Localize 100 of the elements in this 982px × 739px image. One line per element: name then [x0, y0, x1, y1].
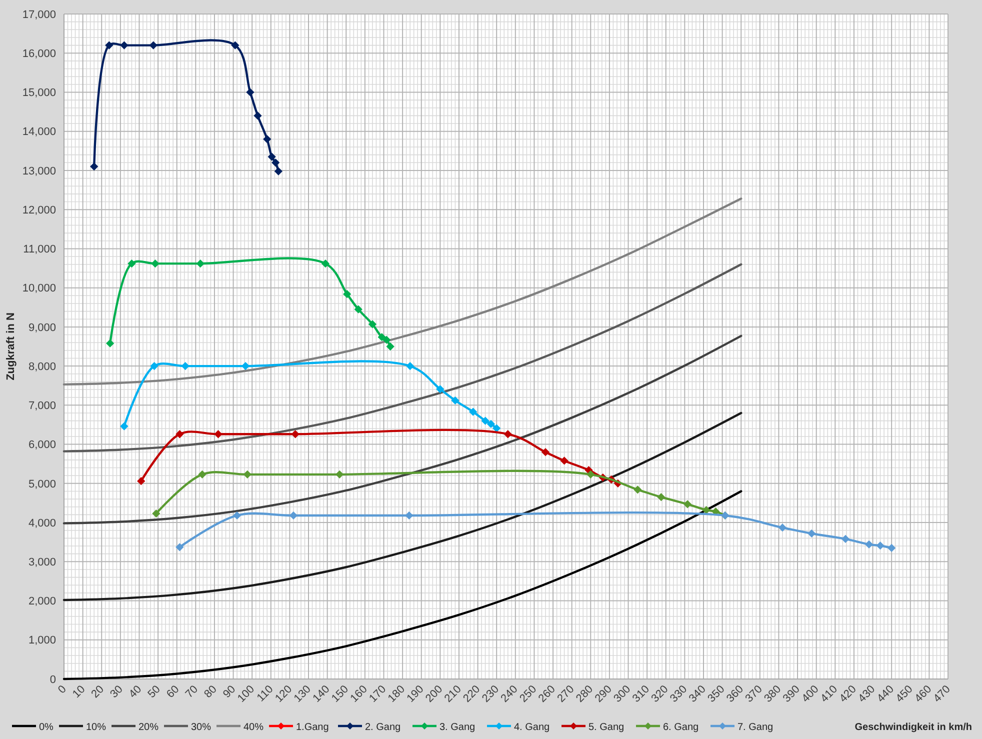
legend-label: 4. Gang: [514, 722, 550, 733]
point: [128, 260, 136, 268]
legend-label: 7. Gang: [738, 722, 774, 733]
point: [657, 493, 666, 502]
point: [481, 416, 490, 425]
point: [137, 477, 146, 485]
point: [386, 342, 394, 350]
x-tick-label: 450: [894, 683, 916, 705]
point: [322, 260, 330, 268]
y-tick-label: 17,000: [22, 8, 56, 21]
point: [702, 506, 710, 514]
y-tick-label: 6,000: [28, 439, 56, 452]
y-tick-label: 16,000: [22, 48, 56, 60]
point: [876, 542, 884, 550]
y-axis-title: Zugkraft in N: [5, 312, 17, 380]
y-tick-label: 9,000: [28, 322, 56, 334]
legend-label: 3. Gang: [440, 722, 476, 733]
point: [354, 305, 362, 314]
point: [378, 333, 386, 342]
point: [336, 470, 344, 478]
legend-label: 1.Gang: [296, 722, 329, 733]
point: [243, 470, 252, 478]
x-tick-label: 150: [330, 683, 351, 705]
legend-label: 5. Gang: [588, 722, 624, 733]
x-tick-label: 160: [348, 683, 370, 705]
point: [274, 167, 282, 176]
point: [368, 320, 376, 328]
point: [865, 540, 873, 548]
x-tick-label: 80: [202, 683, 220, 701]
point: [254, 112, 262, 120]
x-tick-label: 190: [404, 683, 426, 705]
point: [436, 385, 444, 394]
point: [149, 41, 158, 50]
point: [231, 41, 240, 50]
x-tick-label: 370: [743, 683, 765, 705]
y-tick-label: 15,000: [22, 87, 56, 100]
point: [198, 470, 206, 478]
point: [151, 260, 160, 268]
y-tick-label: 14,000: [22, 126, 56, 138]
point: [487, 420, 495, 428]
line-series: [62, 334, 742, 524]
line-series: [62, 198, 742, 386]
y-tick-label: 7,000: [28, 400, 56, 412]
x-tick-label: 20: [89, 683, 106, 701]
y-tick-label: 12,000: [22, 204, 56, 216]
legend-label: 2. Gang: [365, 722, 401, 733]
point: [152, 510, 160, 518]
x-tick-label: 420: [837, 683, 859, 705]
x-tick-label: 60: [164, 683, 182, 701]
legend-label: 10%: [86, 722, 106, 733]
point: [120, 422, 128, 430]
point: [90, 162, 98, 170]
y-tick-label: 10,000: [22, 282, 56, 295]
x-tick-label: 270: [555, 683, 577, 705]
point: [451, 396, 460, 404]
point: [684, 500, 692, 508]
point: [888, 544, 896, 552]
legend-label: 30%: [191, 722, 212, 733]
point: [291, 430, 300, 438]
x-tick-label: 280: [574, 683, 596, 705]
legend-label: 40%: [244, 722, 264, 733]
point: [504, 430, 512, 438]
x-tick-label: 400: [800, 683, 822, 705]
x-tick-label: 240: [498, 683, 520, 705]
point: [634, 486, 642, 494]
legend-label: 0%: [39, 722, 54, 733]
x-tick-label: 40: [126, 683, 144, 701]
x-axis-title: Geschwindigkeit in km/h: [854, 722, 972, 733]
x-tick-label: 320: [649, 683, 671, 705]
y-tick-label: 11,000: [23, 244, 56, 256]
y-tick-label: 0: [50, 674, 56, 686]
y-tick-label: 1,000: [28, 634, 56, 647]
point: [560, 456, 568, 465]
point: [242, 362, 250, 370]
line-series: [62, 263, 742, 452]
point: [105, 41, 114, 50]
point: [196, 260, 204, 268]
y-tick-label: 13,000: [22, 165, 56, 178]
line-series: [62, 412, 742, 602]
point: [246, 88, 254, 96]
point: [778, 524, 786, 532]
point: [290, 512, 298, 520]
x-tick-label: 110: [254, 683, 276, 704]
x-tick-label: 0: [56, 683, 69, 696]
x-tick-label: 30: [108, 683, 126, 701]
point: [176, 430, 184, 438]
point: [120, 41, 128, 50]
legend-label: 6. Gang: [663, 722, 699, 733]
point: [405, 512, 414, 520]
x-tick-label: 290: [592, 683, 614, 705]
point: [233, 512, 241, 520]
x-tick-label: 140: [310, 683, 332, 705]
y-tick-label: 8,000: [28, 360, 56, 373]
point: [542, 448, 550, 456]
y-tick-label: 2,000: [28, 596, 56, 608]
point: [268, 152, 276, 161]
point: [586, 470, 595, 478]
point: [842, 535, 850, 543]
point: [181, 362, 190, 370]
legend-label: 20%: [138, 722, 159, 733]
